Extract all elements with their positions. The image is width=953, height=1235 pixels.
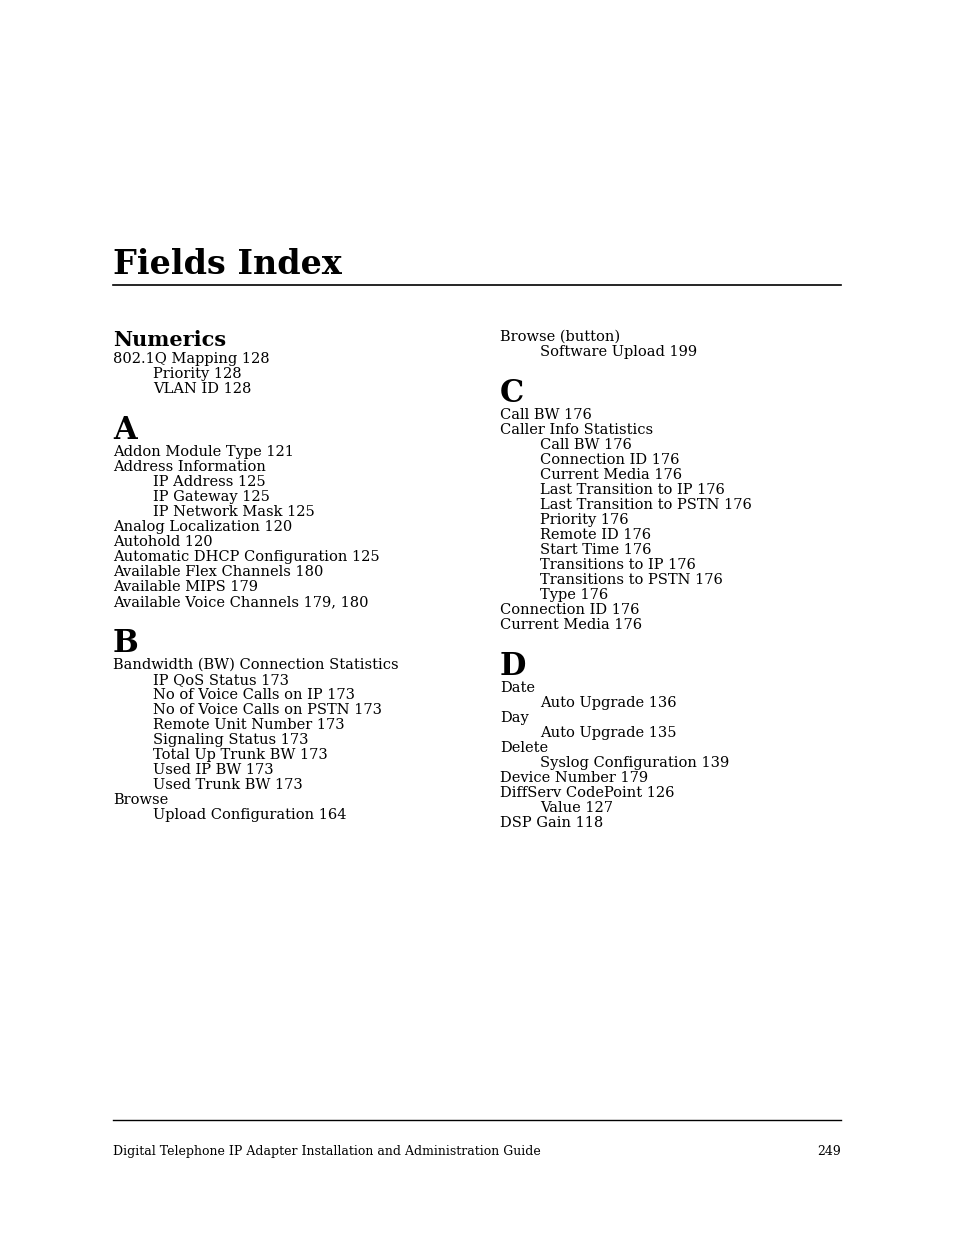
Text: Available Flex Channels 180: Available Flex Channels 180 [112,564,323,579]
Text: Value 127: Value 127 [539,802,613,815]
Text: Numerics: Numerics [112,330,226,350]
Text: B: B [112,629,138,659]
Text: Last Transition to IP 176: Last Transition to IP 176 [539,483,724,496]
Text: Upload Configuration 164: Upload Configuration 164 [152,808,346,823]
Text: Connection ID 176: Connection ID 176 [499,603,639,618]
Text: IP Network Mask 125: IP Network Mask 125 [152,505,314,519]
Text: IP QoS Status 173: IP QoS Status 173 [152,673,289,687]
Text: Auto Upgrade 136: Auto Upgrade 136 [539,697,676,710]
Text: Start Time 176: Start Time 176 [539,543,651,557]
Text: No of Voice Calls on IP 173: No of Voice Calls on IP 173 [152,688,355,701]
Text: Auto Upgrade 135: Auto Upgrade 135 [539,726,676,740]
Text: D: D [499,651,526,682]
Text: Priority 128: Priority 128 [152,367,241,382]
Text: Fields Index: Fields Index [112,248,341,282]
Text: Date: Date [499,680,535,695]
Text: Addon Module Type 121: Addon Module Type 121 [112,445,294,459]
Text: VLAN ID 128: VLAN ID 128 [152,382,251,396]
Text: C: C [499,378,524,409]
Text: Current Media 176: Current Media 176 [539,468,681,482]
Text: 802.1Q Mapping 128: 802.1Q Mapping 128 [112,352,270,366]
Text: IP Gateway 125: IP Gateway 125 [152,490,270,504]
Text: Used IP BW 173: Used IP BW 173 [152,763,274,777]
Text: Automatic DHCP Configuration 125: Automatic DHCP Configuration 125 [112,550,379,564]
Text: Connection ID 176: Connection ID 176 [539,453,679,467]
Text: Available MIPS 179: Available MIPS 179 [112,580,257,594]
Text: Analog Localization 120: Analog Localization 120 [112,520,292,534]
Text: Last Transition to PSTN 176: Last Transition to PSTN 176 [539,498,751,513]
Text: DSP Gain 118: DSP Gain 118 [499,816,602,830]
Text: Signaling Status 173: Signaling Status 173 [152,734,308,747]
Text: Address Information: Address Information [112,459,266,474]
Text: Browse: Browse [112,793,168,806]
Text: DiffServ CodePoint 126: DiffServ CodePoint 126 [499,785,674,800]
Text: Syslog Configuration 139: Syslog Configuration 139 [539,756,728,769]
Text: Transitions to IP 176: Transitions to IP 176 [539,558,695,572]
Text: Available Voice Channels 179, 180: Available Voice Channels 179, 180 [112,595,368,609]
Text: Current Media 176: Current Media 176 [499,618,641,632]
Text: Device Number 179: Device Number 179 [499,771,647,785]
Text: 249: 249 [817,1145,841,1158]
Text: No of Voice Calls on PSTN 173: No of Voice Calls on PSTN 173 [152,703,381,718]
Text: Total Up Trunk BW 173: Total Up Trunk BW 173 [152,748,328,762]
Text: A: A [112,415,136,446]
Text: Day: Day [499,711,528,725]
Text: Remote ID 176: Remote ID 176 [539,529,651,542]
Text: Used Trunk BW 173: Used Trunk BW 173 [152,778,302,792]
Text: Transitions to PSTN 176: Transitions to PSTN 176 [539,573,722,587]
Text: Call BW 176: Call BW 176 [499,408,591,422]
Text: Priority 176: Priority 176 [539,513,628,527]
Text: IP Address 125: IP Address 125 [152,475,265,489]
Text: Caller Info Statistics: Caller Info Statistics [499,424,653,437]
Text: Call BW 176: Call BW 176 [539,438,631,452]
Text: Browse (button): Browse (button) [499,330,619,345]
Text: Type 176: Type 176 [539,588,608,601]
Text: Autohold 120: Autohold 120 [112,535,213,550]
Text: Digital Telephone IP Adapter Installation and Administration Guide: Digital Telephone IP Adapter Installatio… [112,1145,540,1158]
Text: Bandwidth (BW) Connection Statistics: Bandwidth (BW) Connection Statistics [112,658,398,672]
Text: Remote Unit Number 173: Remote Unit Number 173 [152,718,344,732]
Text: Delete: Delete [499,741,548,755]
Text: Software Upload 199: Software Upload 199 [539,345,697,359]
